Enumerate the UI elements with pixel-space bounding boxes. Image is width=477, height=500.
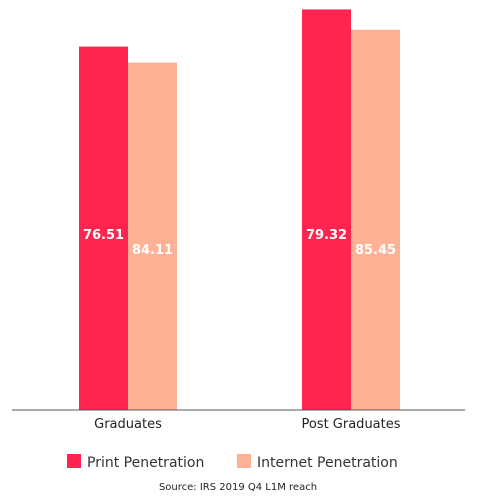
data-label-print-post-graduates: 79.32 xyxy=(306,228,347,243)
bar-internet-post-graduates xyxy=(351,29,400,411)
bars-layer xyxy=(79,9,400,411)
data-label-print-graduates: 76.51 xyxy=(83,228,124,243)
x-tick-label-post-graduates: Post Graduates xyxy=(301,417,400,432)
data-label-internet-post-graduates: 85.45 xyxy=(355,243,396,258)
data-label-internet-graduates: 84.11 xyxy=(132,243,173,258)
legend-label-print: Print Penetration xyxy=(87,455,204,471)
legend-swatch-print xyxy=(67,454,81,468)
source-note: Source: IRS 2019 Q4 L1M reach xyxy=(159,482,317,493)
legend-swatch-internet xyxy=(237,454,251,468)
x-tick-label-graduates: Graduates xyxy=(94,417,162,432)
bar-print-graduates xyxy=(79,46,128,410)
bar-print-post-graduates xyxy=(302,9,351,411)
labels-layer: 76.51 84.11 79.32 85.45 xyxy=(83,228,396,258)
x-axis-tick-labels: Graduates Post Graduates xyxy=(94,417,401,432)
bar-internet-graduates xyxy=(128,62,177,410)
legend-label-internet: Internet Penetration xyxy=(257,455,398,471)
legend: Print Penetration Internet Penetration xyxy=(67,454,398,471)
